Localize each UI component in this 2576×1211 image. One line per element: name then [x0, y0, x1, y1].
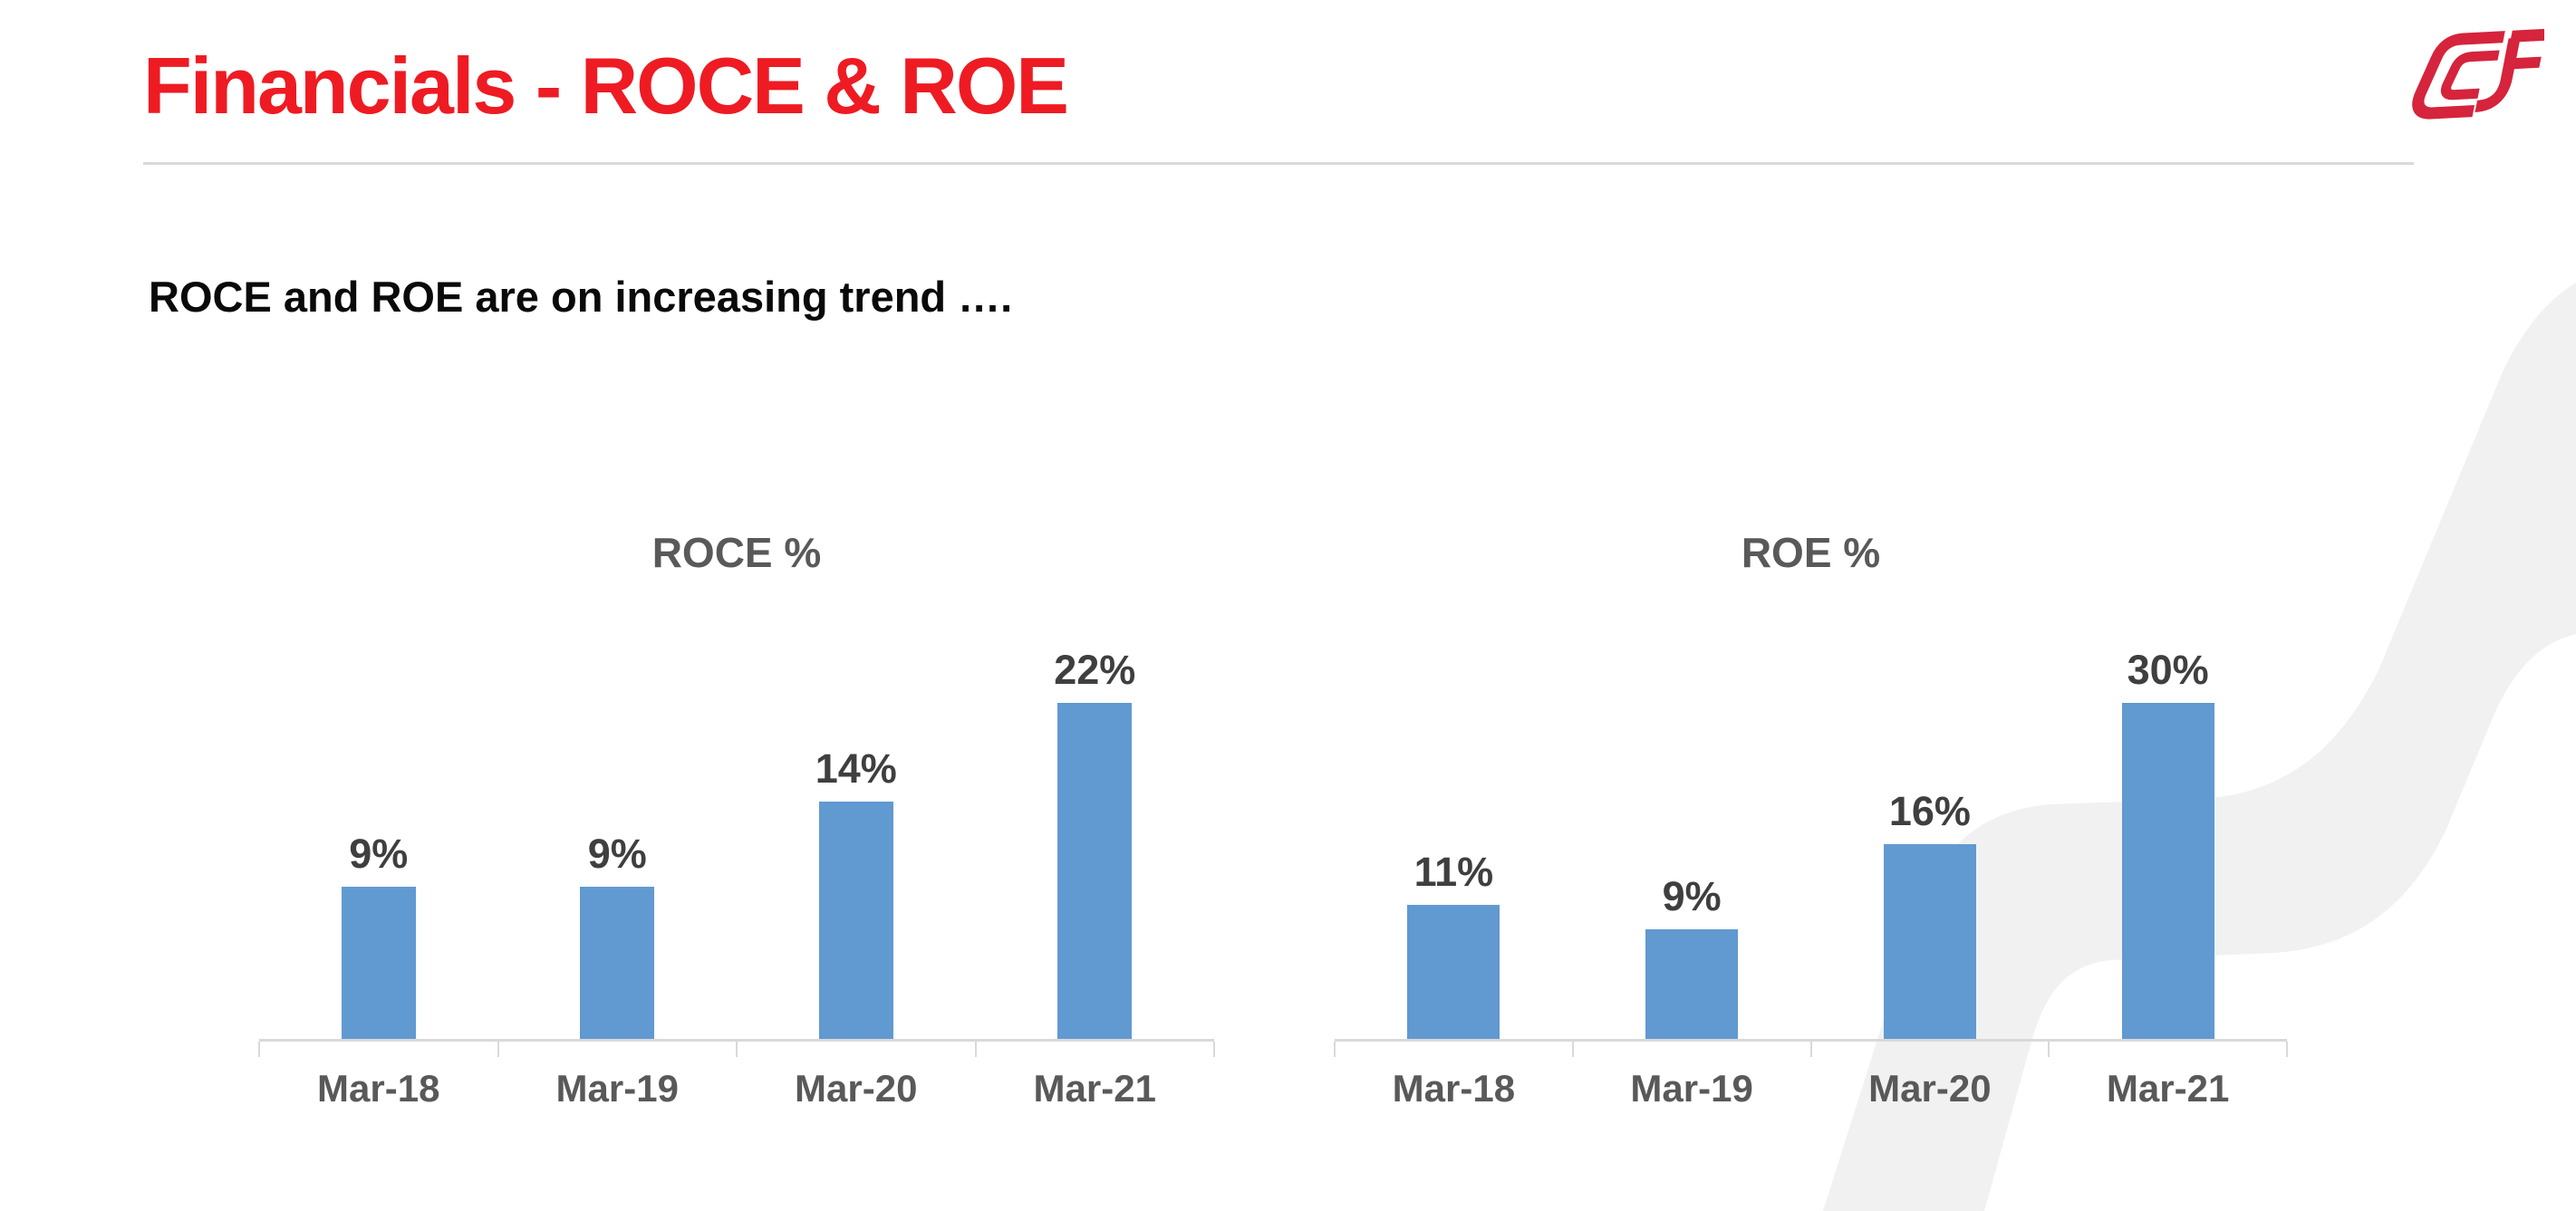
bar-slot: 16% — [1811, 649, 2050, 1039]
x-axis-label: Mar-20 — [795, 1067, 918, 1110]
bar — [341, 887, 416, 1039]
bar-slot: 11% — [1335, 649, 1573, 1039]
axis-tick — [497, 1042, 499, 1057]
bar — [580, 887, 655, 1039]
bar-slot: 30% — [2049, 649, 2287, 1039]
x-axis-label: Mar-18 — [1392, 1067, 1516, 1110]
ccf-logo-icon — [2412, 28, 2544, 120]
bar-value-label: 9% — [349, 831, 409, 877]
chart-title: ROCE % — [651, 529, 822, 576]
plot-area: 9% 9% 14% 22% — [258, 649, 1215, 1057]
page-title: Financials - ROCE & ROE — [143, 41, 1069, 130]
x-axis-label: Mar-18 — [317, 1067, 440, 1110]
x-axis-labels: Mar-18 Mar-19 Mar-20 Mar-21 — [1335, 1067, 2287, 1110]
axis-tick — [1213, 1042, 1215, 1057]
axis-tick — [974, 1042, 977, 1057]
bar-slot: 14% — [737, 649, 976, 1039]
bar — [1057, 703, 1133, 1039]
bar-slot: 22% — [976, 649, 1215, 1039]
bar-value-label: 14% — [815, 745, 897, 792]
roe-chart: ROE % 11% 9% 16% 30% Mar-18 Mar-19 Mar-20 Mar-… — [1334, 507, 2288, 1110]
bar-value-label: 9% — [1662, 873, 1722, 919]
company-logo — [2412, 28, 2544, 120]
axis-tick — [2286, 1042, 2288, 1057]
bar — [1407, 905, 1500, 1039]
bar-slot: 9% — [259, 649, 498, 1039]
x-axis-label: Mar-21 — [1033, 1067, 1156, 1110]
bar — [1645, 929, 1739, 1039]
bar — [1883, 844, 1976, 1039]
bar-value-label: 30% — [2127, 647, 2209, 693]
plot-area: 11% 9% 16% 30% — [1334, 649, 2288, 1057]
x-axis-label: Mar-21 — [2106, 1067, 2230, 1110]
bar-value-label: 9% — [587, 831, 647, 877]
axis-tick — [1809, 1042, 1812, 1057]
x-axis-label: Mar-19 — [1630, 1067, 1753, 1110]
bar-value-label: 16% — [1888, 788, 1971, 834]
axis-tick — [1571, 1042, 1574, 1057]
axis-tick — [2048, 1042, 2050, 1057]
bar-value-label: 11% — [1413, 849, 1494, 895]
chart-title: ROE % — [1741, 529, 1881, 576]
bar — [818, 802, 893, 1039]
bar-slot: 9% — [498, 649, 738, 1039]
x-axis-labels: Mar-18 Mar-19 Mar-20 Mar-21 — [259, 1067, 1214, 1110]
bar — [2121, 703, 2214, 1039]
x-axis-label: Mar-19 — [555, 1067, 679, 1110]
x-axis-label: Mar-20 — [1868, 1067, 1992, 1110]
axis-tick — [736, 1042, 738, 1057]
axis-tick — [1334, 1042, 1336, 1057]
axis-tick — [258, 1042, 260, 1057]
slide-subtitle: ROCE and ROE are on increasing trend …. — [149, 273, 1013, 321]
bar-slot: 9% — [1573, 649, 1811, 1039]
roce-chart: ROCE % 9% 9% 14% 22% Mar-18 Mar-19 Mar-20 Mar-… — [258, 507, 1215, 1110]
bar-value-label: 22% — [1054, 647, 1136, 693]
title-divider — [143, 162, 2414, 165]
